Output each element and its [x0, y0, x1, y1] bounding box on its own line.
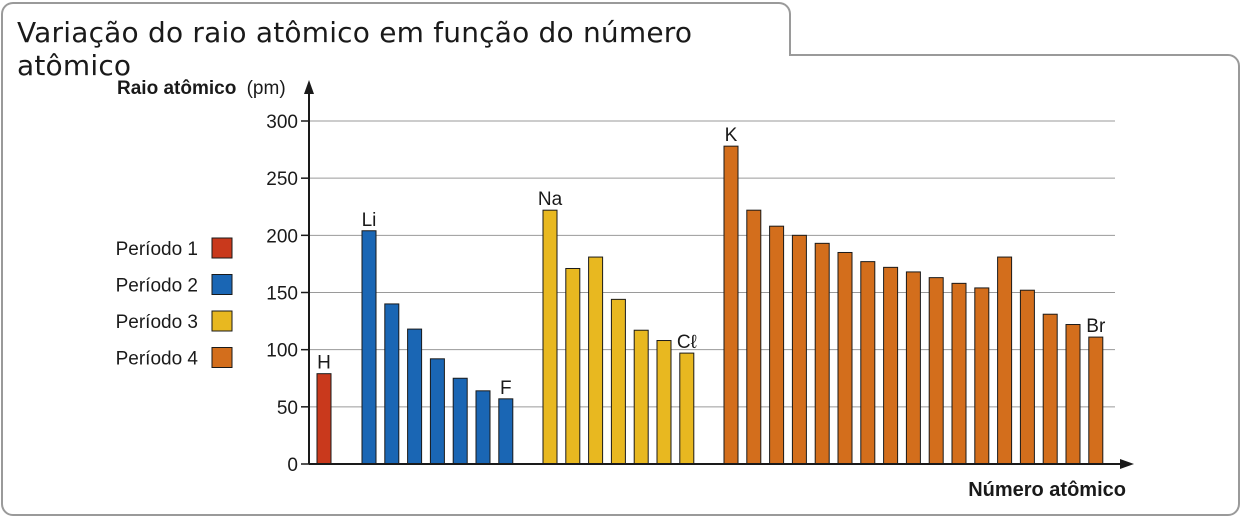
bar	[814, 242, 830, 465]
bar	[656, 340, 672, 465]
legend: Período 1 Período 2 Período 3 Período 4	[116, 237, 233, 370]
bar-label: K	[725, 125, 738, 146]
bar	[928, 277, 944, 465]
bar-label: H	[317, 353, 331, 374]
bar	[791, 234, 807, 465]
bar	[542, 209, 558, 465]
bar	[905, 271, 921, 465]
bar-label: Li	[362, 210, 377, 231]
y-tick-labels: 0 50 100 150 200 250 300	[266, 112, 309, 476]
x-axis-label: Número atômico	[968, 479, 1126, 501]
y-tick-label: 150	[266, 284, 298, 305]
bar	[883, 266, 899, 465]
bar	[429, 358, 445, 465]
bar	[951, 282, 967, 465]
y-tick-label: 50	[277, 398, 298, 419]
legend-label: Período 1	[116, 239, 198, 260]
bar	[498, 398, 514, 465]
y-axis-label-unit: (pm)	[247, 78, 286, 99]
bar	[475, 390, 491, 465]
y-tick-label: 200	[266, 226, 298, 247]
bars	[316, 145, 1104, 465]
bar	[1088, 336, 1104, 465]
y-tick-label: 300	[266, 112, 298, 133]
bar-label: Cℓ	[677, 332, 697, 353]
x-axis-arrow	[1120, 459, 1134, 469]
bar	[610, 298, 626, 465]
bar	[407, 328, 423, 465]
bar	[679, 352, 695, 465]
bar-label: F	[500, 378, 512, 399]
legend-label: Período 2	[116, 276, 198, 297]
bar	[860, 261, 876, 465]
bar-labels: H Li F Na Cℓ K Br	[317, 125, 1106, 399]
bar	[997, 256, 1013, 465]
bar	[1065, 324, 1081, 465]
y-axis-label-bold: Raio atômico	[117, 78, 236, 99]
bar	[723, 145, 739, 465]
chart-title: Variação do raio atômico em função do nú…	[17, 16, 693, 82]
bar	[1019, 289, 1035, 465]
y-axis-arrow	[304, 80, 314, 94]
bar	[837, 251, 853, 465]
bar	[1042, 313, 1058, 465]
y-tick-label: 250	[266, 169, 298, 190]
bar	[588, 256, 604, 465]
legend-label: Período 3	[116, 312, 198, 333]
bar	[452, 377, 468, 465]
bar-label: Na	[538, 189, 563, 210]
y-tick-label: 100	[266, 341, 298, 362]
bar-label: Br	[1086, 316, 1106, 337]
bar	[769, 225, 785, 465]
y-axis-label: Raio atômico (pm)	[117, 78, 286, 99]
bar	[633, 329, 649, 465]
bar	[384, 303, 400, 465]
bar	[361, 230, 377, 465]
title-tab: Variação do raio atômico em função do nú…	[1, 2, 791, 82]
bar	[316, 373, 332, 465]
legend-swatch	[211, 237, 233, 259]
legend-swatch	[211, 310, 233, 332]
legend-swatch	[211, 274, 233, 295]
bar	[746, 209, 762, 465]
legend-swatch	[211, 347, 233, 368]
y-tick-label: 0	[287, 455, 298, 476]
legend-label: Período 4	[116, 349, 199, 370]
bar	[565, 267, 581, 465]
bar	[974, 287, 990, 465]
